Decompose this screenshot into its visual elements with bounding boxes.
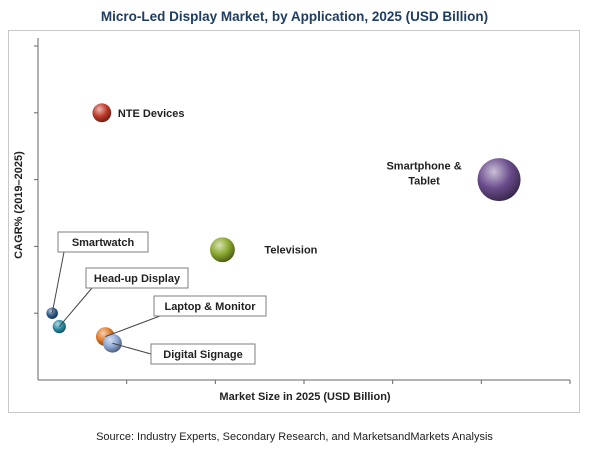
axes	[34, 38, 571, 384]
callout-line-laptop-and-monitor	[105, 315, 161, 338]
callout-line-smartwatch	[51, 251, 65, 314]
callout-box-head-up-display	[85, 267, 189, 289]
label-digital-signage: Digital Signage	[163, 349, 242, 361]
chart-title: Micro-Led Display Market, by Application…	[100, 9, 489, 24]
x-axis-label: Market Size in 2025 (USD Billion)	[219, 391, 390, 403]
callout-box-smartwatch	[57, 231, 149, 253]
label-television: Television	[264, 245, 317, 257]
callout-line-head-up-display	[58, 287, 93, 327]
label-smartwatch: Smartwatch	[72, 237, 135, 249]
bubble-labels: NTE Devices Smartphone & Tablet Television S…	[51, 108, 462, 365]
label-laptop-and-monitor: Laptop & Monitor	[164, 301, 256, 313]
bubble-smartphone-and-tablet	[477, 158, 521, 202]
label-nte-devices: NTE Devices	[118, 108, 185, 120]
y-axis-label: CAGR% (2019–2025)	[13, 151, 25, 259]
label-head-up-display: Head-up Display	[94, 273, 181, 285]
callout-box-digital-signage	[150, 343, 256, 365]
callout-box-laptop-and-monitor	[153, 295, 267, 317]
chart-frame	[8, 30, 580, 413]
callout-line-digital-signage	[112, 342, 152, 355]
bubble-nte-devices	[92, 103, 112, 123]
label-smartphone-and-tablet: Smartphone & Tablet	[386, 161, 461, 188]
source-note: Source: Industry Experts, Secondary Rese…	[96, 431, 493, 443]
bubbles	[46, 103, 521, 353]
bubble-television	[210, 237, 235, 263]
